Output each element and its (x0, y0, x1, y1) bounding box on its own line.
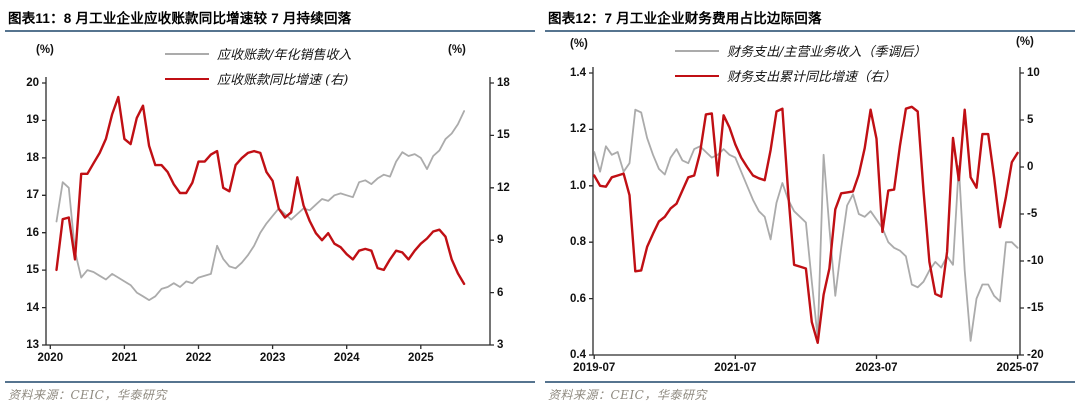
axis-frame (42, 77, 494, 349)
x-axis-tick-label: 2021 (111, 352, 138, 364)
figure-title-text: 7 月工业企业财务费用占比边际回落 (604, 11, 822, 26)
x-axis-tick-label: 2021-07 (714, 362, 757, 374)
x-axis-tick-label: 2023 (259, 352, 286, 364)
chart-panel-right: 图表12：7 月工业企业财务费用占比边际回落 (%) (%) 财务支出/主营业务… (540, 0, 1080, 409)
legend-line-swatch (675, 49, 719, 52)
legend-item: 财务支出累计同比增速（右） (675, 63, 926, 88)
series-line-0 (55, 110, 466, 302)
series-line-0 (593, 108, 1019, 342)
left-axis-tick-label: 1.4 (570, 67, 586, 79)
left-axis-unit: (%) (36, 44, 54, 56)
legend-label: 应收账款同比增速 (右) (217, 73, 349, 88)
x-axis-tick-label: 2020 (37, 352, 64, 364)
x-axis-tick-label: 2024 (333, 352, 360, 364)
left-axis-tick-label: 14 (26, 301, 39, 314)
right-axis-tick-label: 15 (497, 129, 510, 142)
source-note: 资料来源：CEIC，华泰研究 (8, 388, 167, 402)
left-axis-tick-label: 0.8 (570, 236, 586, 249)
chart-title: 图表11：8 月工业企业应收账款同比增速较 7 月持续回落 (8, 7, 532, 27)
chart-legend: 应收账款/年化销售收入 应收账款同比增速 (右) (165, 41, 351, 91)
right-axis-tick-label: 18 (497, 77, 510, 89)
left-axis-tick-label: 19 (26, 114, 39, 127)
x-axis-tick-label: 2023-07 (855, 362, 898, 374)
legend-line-swatch (165, 77, 209, 80)
axis-frame (589, 67, 1024, 359)
series-line-1 (55, 95, 466, 286)
legend-label: 财务支出/主营业务收入（季调后） (727, 45, 927, 60)
footer-rule (545, 381, 1075, 383)
figure-label: 图表12： (548, 11, 605, 26)
right-axis-tick-label: -20 (1027, 349, 1044, 361)
x-axis-tick-label: 2025-07 (996, 362, 1039, 374)
left-axis-tick-label: 15 (26, 264, 39, 277)
x-axis-tick-label: 2025 (408, 352, 434, 364)
right-axis-tick-label: 0 (1027, 161, 1034, 173)
left-axis-tick-label: 1.2 (570, 123, 586, 136)
left-axis-tick-label: 1.0 (570, 179, 586, 192)
right-axis-tick-label: -10 (1027, 255, 1044, 267)
right-axis-tick-label: 3 (497, 339, 504, 351)
left-axis-tick-label: 0.4 (570, 349, 586, 361)
legend-line-swatch (165, 52, 209, 55)
left-axis-tick-label: 16 (26, 226, 39, 239)
source-note: 资料来源：CEIC，华泰研究 (548, 388, 707, 402)
chart-title: 图表12：7 月工业企业财务费用占比边际回落 (548, 7, 1072, 27)
left-axis-tick-label: 18 (26, 151, 39, 164)
right-axis-tick-label: 5 (1027, 114, 1034, 126)
right-axis-tick-label: 9 (497, 234, 504, 247)
right-axis-tick-label: 6 (497, 286, 504, 299)
x-axis-tick-label: 2022 (185, 352, 212, 364)
right-axis-tick-label: 12 (497, 181, 510, 194)
right-axis-unit: (%) (448, 44, 466, 56)
left-axis-tick-label: 13 (26, 339, 39, 351)
legend-label: 财务支出累计同比增速（右） (727, 70, 897, 85)
legend-label: 应收账款/年化销售收入 (217, 48, 352, 63)
legend-item: 应收账款/年化销售收入 (165, 41, 351, 66)
legend-item: 财务支出/主营业务收入（季调后） (675, 38, 926, 63)
left-axis-tick-label: 0.6 (570, 292, 586, 305)
right-axis-tick-label: -15 (1027, 302, 1044, 314)
title-rule (545, 30, 1075, 32)
footer-rule (5, 381, 535, 383)
title-rule (5, 30, 535, 32)
figure-label: 图表11： (8, 11, 64, 26)
x-axis-tick-label: 2019-07 (573, 362, 616, 374)
right-axis-unit: (%) (1016, 36, 1034, 48)
right-axis-tick-label: 10 (1027, 67, 1040, 79)
chart-panel-left: 图表11：8 月工业企业应收账款同比增速较 7 月持续回落 (%) (%) 应收… (5, 7, 535, 402)
legend-line-swatch (675, 74, 719, 77)
legend-item: 应收账款同比增速 (右) (165, 66, 351, 91)
series-line-1 (593, 105, 1019, 344)
chart-legend: 财务支出/主营业务收入（季调后） 财务支出累计同比增速（右） (675, 38, 926, 88)
left-axis-tick-label: 17 (26, 189, 39, 202)
left-axis-unit: (%) (570, 38, 588, 50)
right-axis-tick-label: -5 (1027, 208, 1038, 220)
left-axis-tick-label: 20 (26, 77, 39, 89)
figure-title-text: 8 月工业企业应收账款同比增速较 7 月持续回落 (63, 11, 352, 26)
